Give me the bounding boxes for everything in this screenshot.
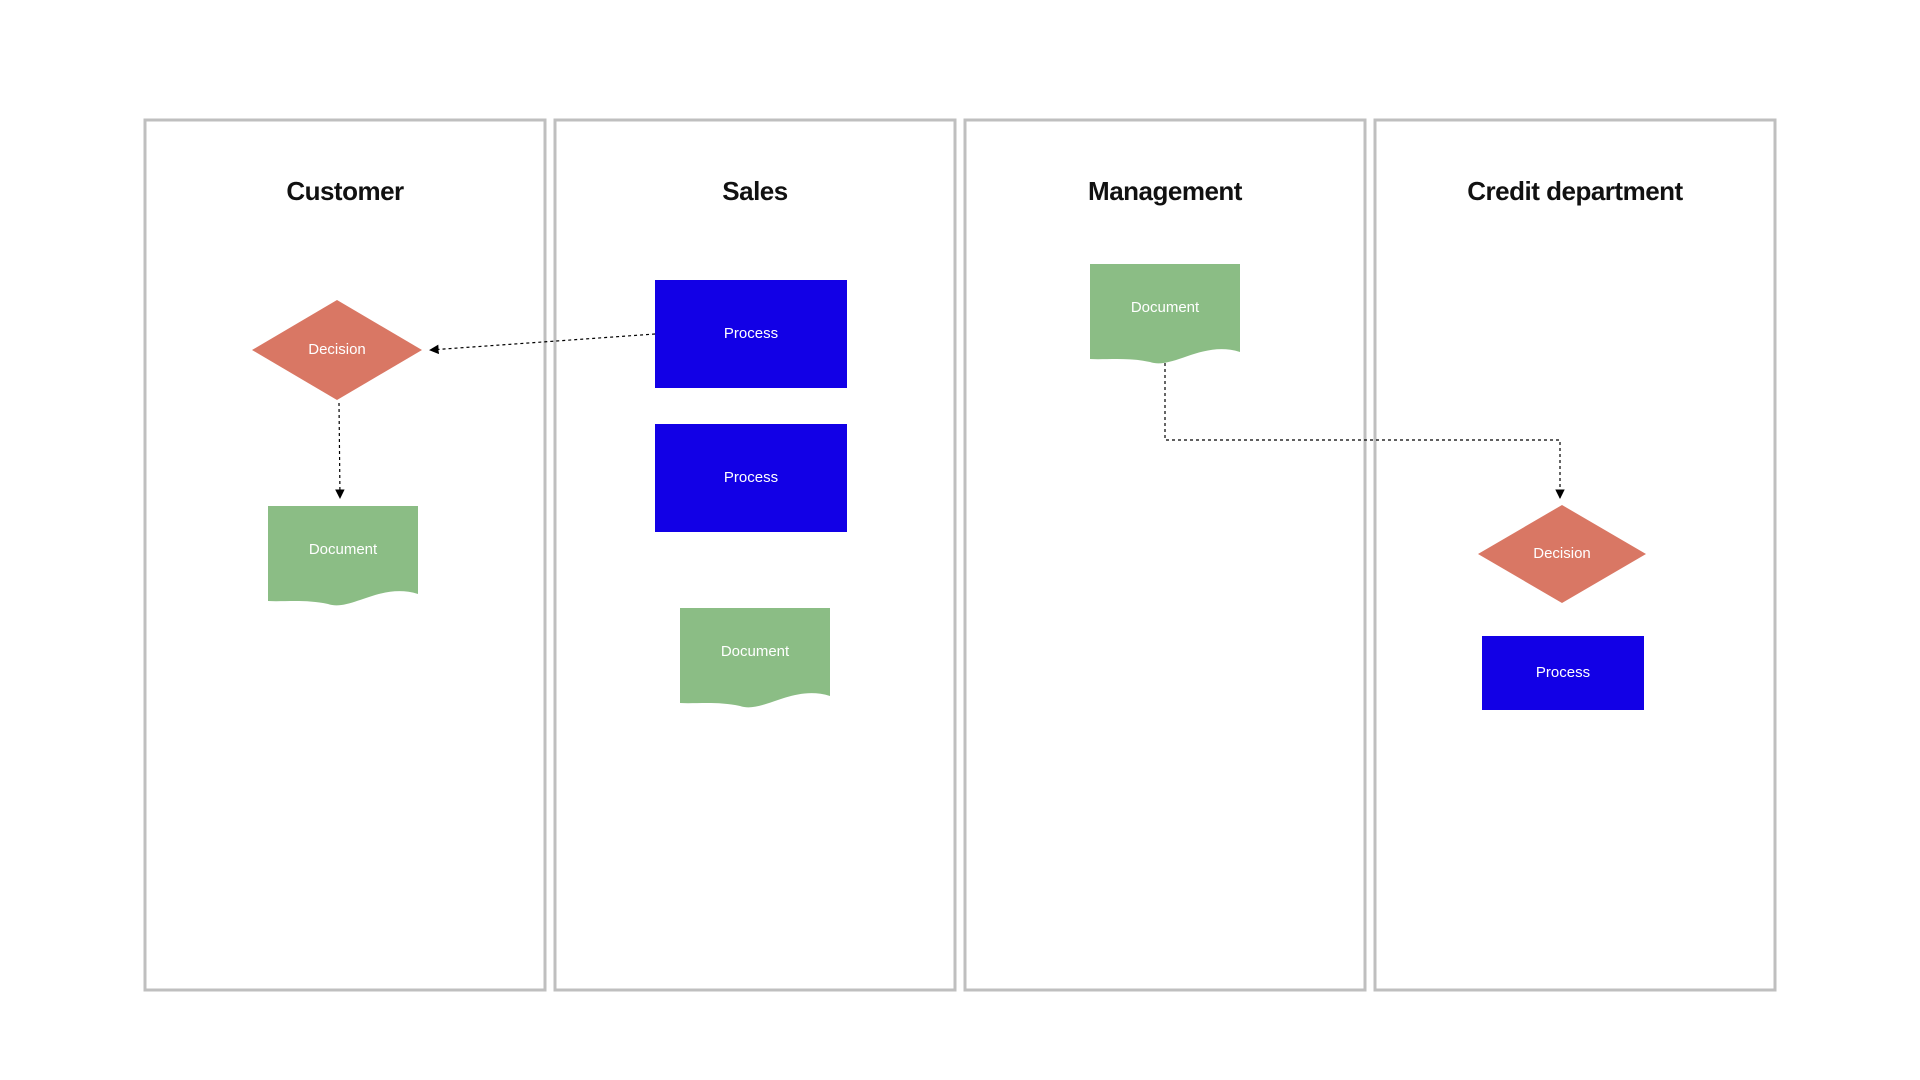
node-proc1[interactable]: Process <box>655 280 847 388</box>
lane-title-customer: Customer <box>286 176 404 206</box>
node-label-doc3: Document <box>1131 299 1200 316</box>
node-label-proc3: Process <box>1536 664 1590 681</box>
node-label-proc2: Process <box>724 469 778 486</box>
lane-title-credit: Credit department <box>1467 176 1683 206</box>
node-proc2[interactable]: Process <box>655 424 847 532</box>
node-doc1[interactable]: Document <box>268 506 418 605</box>
node-proc3[interactable]: Process <box>1482 636 1644 710</box>
node-label-doc2: Document <box>721 643 790 660</box>
lane-title-sales: Sales <box>722 176 787 206</box>
node-doc3[interactable]: Document <box>1090 264 1240 363</box>
node-doc2[interactable]: Document <box>680 608 830 707</box>
swimlane-flowchart: Customer Sales Management Credit department… <box>0 0 1920 1080</box>
node-label-doc1: Document <box>309 541 378 558</box>
lane-title-management: Management <box>1088 176 1243 206</box>
node-label-decision1: Decision <box>308 341 366 358</box>
node-label-proc1: Process <box>724 325 778 342</box>
node-label-decision2: Decision <box>1533 545 1591 562</box>
